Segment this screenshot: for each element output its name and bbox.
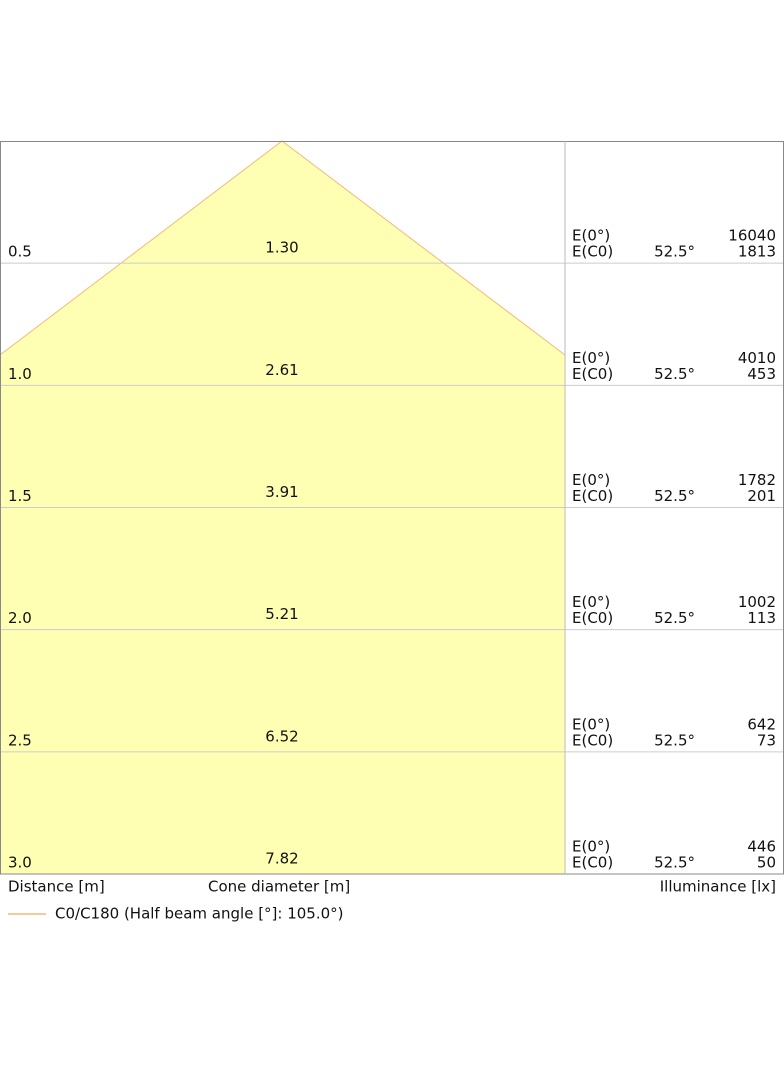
e0-label: E(0°)	[572, 593, 610, 611]
cone-diameter: 7.82	[265, 850, 298, 868]
cone-diameter: 5.21	[265, 605, 298, 623]
ec0-label: E(C0)	[572, 609, 613, 627]
distance: 1.5	[8, 487, 32, 505]
angle: 52.5°	[654, 731, 695, 749]
footer-label: Cone diameter [m]	[208, 878, 350, 896]
ec0-label: E(C0)	[572, 854, 613, 872]
ec0-value: 113	[747, 609, 776, 627]
distance: 2.5	[8, 731, 32, 749]
e0-label: E(0°)	[572, 349, 610, 367]
distance: 1.0	[8, 365, 32, 383]
angle: 52.5°	[654, 609, 695, 627]
cone-diameter: 1.30	[265, 239, 298, 257]
e0-label: E(0°)	[572, 715, 610, 733]
distance: 2.0	[8, 609, 32, 627]
e0-value: 1782	[738, 471, 776, 489]
ec0-label: E(C0)	[572, 487, 613, 505]
e0-value: 642	[747, 715, 776, 733]
ec0-value: 453	[747, 365, 776, 383]
e0-label: E(0°)	[572, 227, 610, 245]
cone-diameter: 2.61	[265, 361, 298, 379]
footer-label: Distance [m]	[8, 878, 105, 896]
e0-value: 446	[747, 838, 776, 856]
ec0-label: E(C0)	[572, 731, 613, 749]
e0-value: 4010	[738, 349, 776, 367]
e0-label: E(0°)	[572, 471, 610, 489]
angle: 52.5°	[654, 365, 695, 383]
distance: 3.0	[8, 854, 32, 872]
ec0-value: 73	[757, 731, 776, 749]
e0-label: E(0°)	[572, 838, 610, 856]
angle: 52.5°	[654, 487, 695, 505]
distance: 0.5	[8, 243, 32, 261]
grid	[0, 262, 784, 753]
e0-value: 16040	[728, 227, 776, 245]
footer-label: Illuminance [lx]	[660, 878, 776, 896]
cone-diameter: 6.52	[265, 727, 298, 745]
e0-value: 1002	[738, 593, 776, 611]
ec0-value: 1813	[738, 243, 776, 261]
ec0-label: E(C0)	[572, 243, 613, 261]
legend-label: C0/C180 (Half beam angle [°]: 105.0°)	[55, 905, 344, 923]
cone-diameter: 3.91	[265, 483, 298, 501]
ec0-value: 201	[747, 487, 776, 505]
angle: 52.5°	[654, 243, 695, 261]
ec0-value: 50	[757, 854, 776, 872]
angle: 52.5°	[654, 854, 695, 872]
ec0-label: E(C0)	[572, 365, 613, 383]
